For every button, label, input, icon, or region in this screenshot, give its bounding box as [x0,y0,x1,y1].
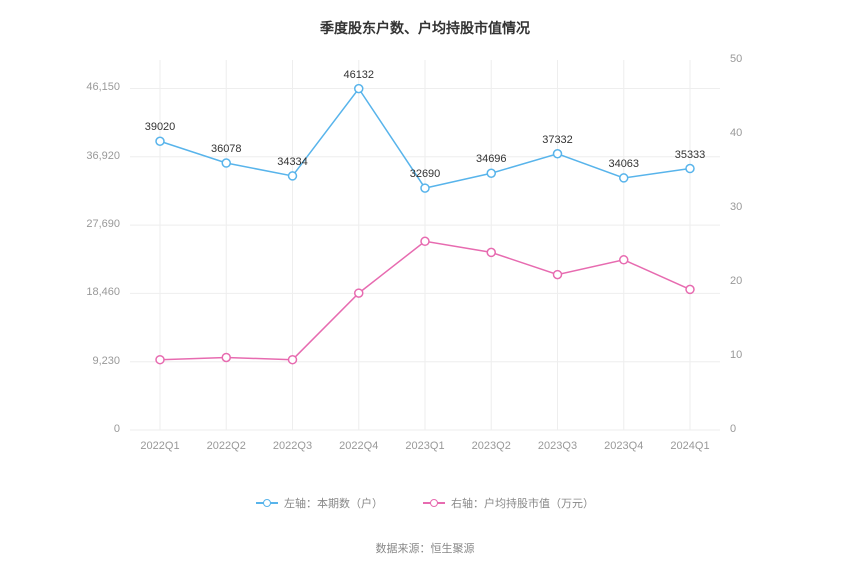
point-label: 34696 [476,153,507,165]
point-label: 36078 [211,143,242,155]
y-left-tick-label: 9,230 [70,355,120,367]
plot-area: 09,23018,46027,69036,92046,1500102030405… [130,60,720,430]
point-label: 37332 [542,134,573,146]
legend-item-left: 左轴：本期数（户） [256,495,383,511]
x-tick-label: 2023Q4 [604,440,643,452]
legend-marker-left [256,497,278,509]
point-label: 34334 [277,156,308,168]
y-left-tick-label: 46,150 [70,81,120,93]
x-tick-label: 2023Q1 [405,440,444,452]
point-label: 39020 [145,121,176,133]
y-right-tick-label: 20 [730,275,770,287]
y-right-tick-label: 30 [730,201,770,213]
chart-container: 季度股东户数、户均持股市值情况 09,23018,46027,69036,920… [0,0,850,575]
x-tick-label: 2022Q3 [273,440,312,452]
y-right-tick-label: 40 [730,127,770,139]
y-left-tick-label: 0 [70,423,120,435]
chart-title: 季度股东户数、户均持股市值情况 [0,18,850,38]
x-tick-label: 2023Q3 [538,440,577,452]
x-tick-label: 2024Q1 [670,440,709,452]
point-label: 35333 [675,149,706,161]
y-right-tick-label: 50 [730,53,770,65]
y-right-tick-label: 0 [730,423,770,435]
chart-svg [130,60,720,430]
x-tick-label: 2022Q2 [207,440,246,452]
x-tick-label: 2023Q2 [472,440,511,452]
y-left-tick-label: 27,690 [70,218,120,230]
legend-marker-right [423,497,445,509]
legend-item-right: 右轴：户均持股市值（万元） [423,495,594,511]
y-right-tick-label: 10 [730,349,770,361]
y-left-tick-label: 36,920 [70,150,120,162]
point-label: 32690 [410,168,441,180]
y-left-tick-label: 18,460 [70,286,120,298]
point-label: 34063 [608,158,639,170]
x-tick-label: 2022Q4 [339,440,378,452]
legend-label-left: 左轴：本期数（户） [284,495,383,511]
legend: 左轴：本期数（户） 右轴：户均持股市值（万元） [0,495,850,511]
data-source: 数据来源：恒生聚源 [0,540,850,556]
x-tick-label: 2022Q1 [140,440,179,452]
legend-label-right: 右轴：户均持股市值（万元） [451,495,594,511]
point-label: 46132 [343,69,374,81]
